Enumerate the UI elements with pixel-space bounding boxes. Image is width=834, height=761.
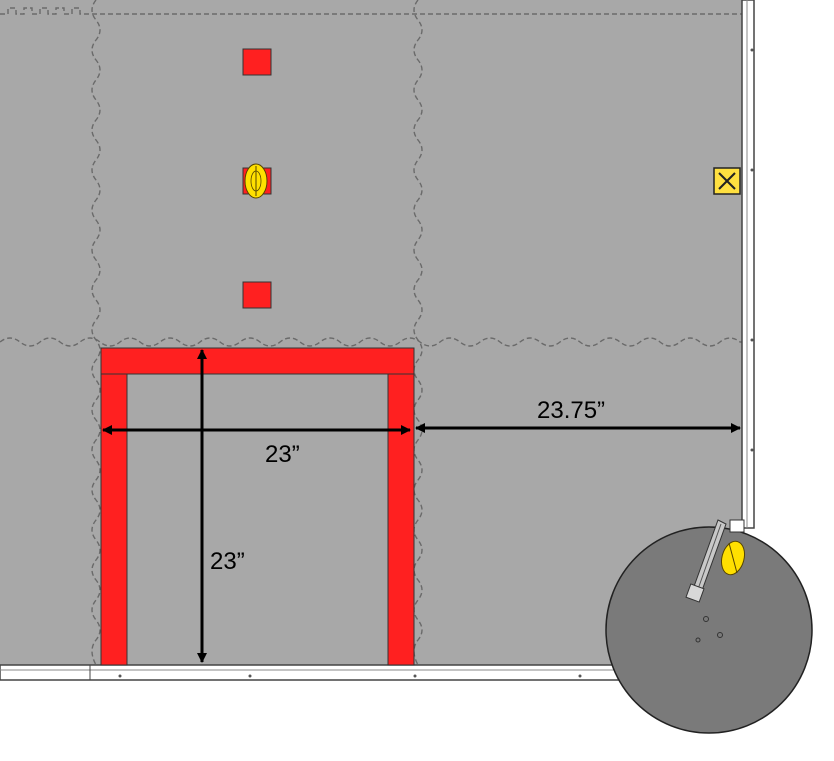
seam-vertical-left — [91, 0, 101, 666]
yellow-beetle-center — [244, 163, 268, 199]
robot-arm — [685, 519, 745, 603]
red-marker-bottom — [242, 281, 272, 309]
seam-vertical-right — [413, 0, 423, 666]
height-dimension-label: 23” — [210, 548, 245, 575]
red-frame — [100, 347, 415, 666]
frame-left-post — [100, 347, 128, 666]
yellow-beetle-disc — [720, 540, 746, 576]
bottom-wall — [0, 664, 621, 681]
turntable-disc — [605, 526, 813, 734]
gap-dimension-label: 23.75” — [537, 397, 605, 424]
yellow-x-box — [713, 167, 741, 195]
frame-right-post — [387, 347, 415, 666]
frame-top-bar — [100, 347, 415, 375]
seam-horizontal-top — [0, 7, 742, 15]
red-marker-top — [242, 48, 272, 76]
right-wall — [741, 0, 755, 529]
width-dimension-label: 23” — [265, 441, 300, 468]
dimension-arrows — [102, 349, 741, 663]
mat-seams — [0, 0, 742, 666]
